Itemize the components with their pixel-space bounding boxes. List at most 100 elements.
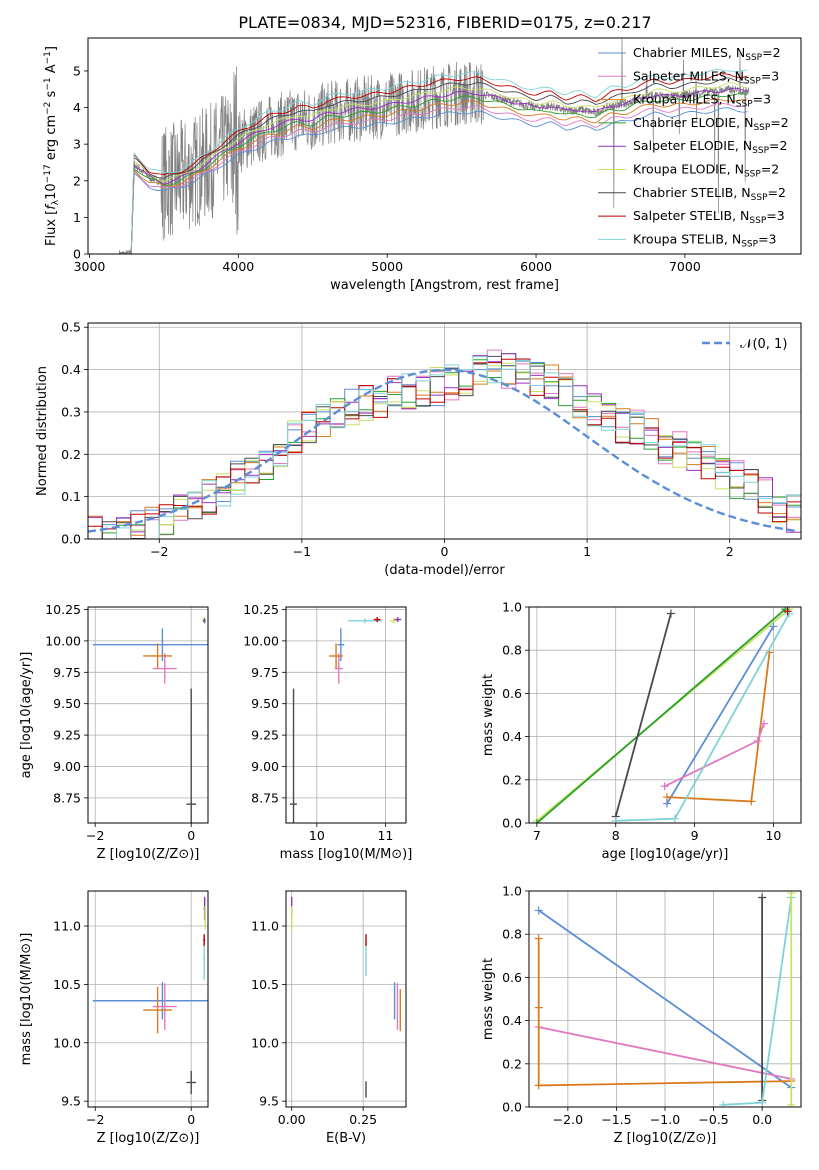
model-kroupa_miles <box>130 98 748 254</box>
plot-area <box>529 891 801 1107</box>
y-axis-label: mass weight <box>481 674 496 756</box>
chart-age-vs-mass: 10 11 8.75 9.00 9.25 9.50 9.75 10.00 10.25 mass [… <box>243 602 413 862</box>
weight-point-kroupa_miles <box>534 934 543 943</box>
plot-layer: Chabrier MILES, NSSP=2 Salpeter MILES, NS… <box>19 37 802 1146</box>
x-tick-label: 4000 <box>222 259 254 274</box>
weight-point-kroupa_elodie <box>787 1100 796 1107</box>
axes-frame <box>528 606 802 824</box>
y-tick-label: 0.3 <box>61 404 81 419</box>
weight-point-kroupa_stelib <box>670 814 679 823</box>
y-tick-label: 9.5 <box>259 1094 279 1109</box>
chart-age-vs-z: −2 0 8.75 9.00 9.25 9.50 9.75 10.00 10.25 Z [log1… <box>19 602 209 862</box>
normal-curve <box>88 368 799 533</box>
figure-title: PLATE=0834, MJD=52316, FIBERID=0175, z=0… <box>238 13 651 32</box>
x-tick-label: 0 <box>441 544 449 559</box>
weight-line-chabrier_miles <box>666 625 775 805</box>
x-tick-label: −2 <box>86 1112 104 1127</box>
weight-line-chabrier_elodie <box>536 608 786 823</box>
axes-frame <box>285 890 407 1108</box>
weight-line-kroupa_miles <box>537 938 792 1087</box>
x-axis-label: wavelength [Angstrom, rest frame] <box>330 278 559 293</box>
y-tick-label: 0.4 <box>502 1013 522 1028</box>
model-chabrier_elodie <box>130 93 748 254</box>
y-tick-label: 0.2 <box>502 1056 522 1071</box>
weight-line-salpeter_miles <box>538 1026 792 1080</box>
legend-entry-kroupa_elodie: Kroupa ELODIE, NSSP=2 <box>633 162 779 180</box>
plot-area <box>118 38 750 254</box>
y-tick-label: 9.50 <box>53 696 81 711</box>
y-tick-label: 9.00 <box>53 759 81 774</box>
x-tick-label: 0 <box>187 1112 195 1127</box>
y-tick-label: 9.75 <box>251 665 279 680</box>
legend-entry-salpeter_stelib: Salpeter STELIB, NSSP=3 <box>633 208 785 226</box>
x-axis-label: (data-model)/error <box>384 563 505 578</box>
y-tick-label: 9.50 <box>251 696 279 711</box>
y-tick-label: 0.8 <box>502 927 522 942</box>
histogram-kroupa_stelib <box>88 356 801 539</box>
y-tick-label: 0.2 <box>61 447 81 462</box>
y-tick-label: 3 <box>73 137 81 152</box>
axes-frame <box>87 606 209 824</box>
y-tick-label: 0.6 <box>502 970 522 985</box>
y-tick-label: 1.0 <box>502 600 522 615</box>
observed-spectrum <box>118 38 750 254</box>
legend-entry-normal: 𝒩(0, 1) <box>740 337 787 352</box>
x-tick-label: 10 <box>765 828 781 843</box>
y-tick-label: 4 <box>73 100 81 115</box>
weight-point-chabrier_miles <box>769 622 778 631</box>
y-axis-label: Flux [fλ10−17 erg cm−2 s−1 A−1] <box>43 46 61 246</box>
weight-point-kroupa_miles <box>747 797 756 806</box>
y-tick-label: 0.1 <box>61 489 81 504</box>
weight-line-salpeter_miles <box>664 723 765 788</box>
y-tick-label: 0.8 <box>502 643 522 658</box>
y-tick-label: 0.0 <box>502 816 522 831</box>
legend-entry-chabrier_stelib: Chabrier STELIB, NSSP=2 <box>633 185 786 203</box>
legend-entry-chabrier_miles: Chabrier MILES, NSSP=2 <box>633 45 781 63</box>
plot-area <box>88 891 208 1107</box>
weight-point-chabrier_stelib <box>758 893 767 902</box>
axes-frame <box>285 606 407 824</box>
y-tick-label: 1.0 <box>502 884 522 899</box>
y-tick-label: 0.6 <box>502 686 522 701</box>
x-tick-label: 7 <box>533 828 541 843</box>
model-kroupa_elodie <box>130 82 748 254</box>
y-tick-label: 0.0 <box>502 1100 522 1115</box>
y-tick-label: 10.0 <box>251 1035 279 1050</box>
y-tick-label: 0.0 <box>61 532 81 547</box>
y-tick-label: 1 <box>73 210 81 225</box>
chart-mass-vs-ebv: 0.00 0.25 9.5 10.0 10.5 11.0 E(B-V) <box>251 890 407 1146</box>
plot-area <box>286 891 406 1107</box>
plot-area <box>529 607 801 823</box>
weight-point-kroupa_stelib <box>758 1098 767 1107</box>
model-salpeter_miles <box>130 102 748 253</box>
y-tick-label: 10.5 <box>53 977 81 992</box>
y-axis-label: mass [log10(M/M⊙)] <box>19 933 34 1066</box>
x-tick-label: −1.0 <box>650 1112 680 1127</box>
weight-point-salpeter_miles <box>759 719 768 728</box>
x-tick-label: −0.5 <box>698 1112 728 1127</box>
weight-point-salpeter_miles <box>660 782 669 791</box>
y-tick-label: 9.25 <box>251 728 279 743</box>
x-tick-label: −1.5 <box>601 1112 631 1127</box>
weight-point-chabrier_elodie <box>532 819 541 823</box>
legend-entry-salpeter_elodie: Salpeter ELODIE, NSSP=2 <box>633 138 787 156</box>
chart-weight-vs-z: −2.0 −1.5 −1.0 −0.5 0.0 0.0 0.2 0.4 0.6 0.8 1.0 Z [… <box>481 884 802 1146</box>
x-tick-label: 11 <box>377 828 393 843</box>
x-tick-label: 10 <box>309 828 325 843</box>
x-tick-label: −2 <box>86 828 104 843</box>
x-tick-label: 5000 <box>371 259 403 274</box>
legend-entry-chabrier_elodie: Chabrier ELODIE, NSSP=2 <box>633 115 789 133</box>
model-salpeter_elodie <box>130 87 748 254</box>
weight-point-kroupa_stelib <box>719 1100 728 1107</box>
axes-frame <box>87 37 802 255</box>
x-axis-label: mass [log10(M/M⊙)] <box>280 847 413 862</box>
y-tick-label: 10.25 <box>243 602 279 617</box>
weight-point-kroupa_miles <box>534 1081 543 1090</box>
model-chabrier_miles <box>130 107 748 253</box>
y-tick-label: 2 <box>73 173 81 188</box>
x-tick-label: 2 <box>726 544 734 559</box>
y-tick-label: 0 <box>73 247 81 262</box>
model-salpeter_stelib <box>130 73 748 253</box>
y-axis-label: age [log10(age/yr)] <box>19 652 34 779</box>
